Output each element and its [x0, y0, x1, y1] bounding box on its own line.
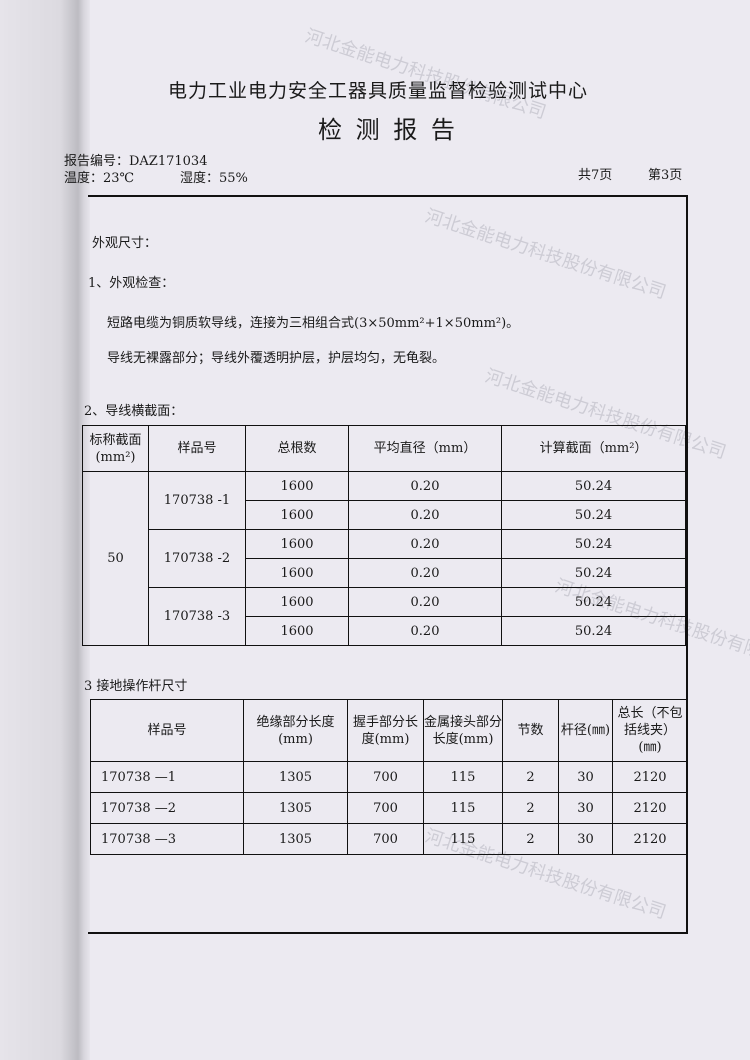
rod-dimension-table: 样品号 绝缘部分长度(mm) 握手部分长度(mm) 金属接头部分长度(mm) 节数 杆径(…	[90, 699, 688, 855]
cell: 115	[423, 761, 503, 793]
institution-name: 电力工业电力安全工器具质量监督检验测试中心	[168, 80, 589, 102]
cell: 1305	[243, 823, 348, 855]
paragraph: 导线无裸露部分；导线外覆透明护层，护层均匀，无龟裂。	[107, 351, 446, 366]
section-heading: 2、导线横截面：	[84, 404, 184, 419]
cross-section-table: 标称截面(mm²) 样品号 总根数 平均直径（mm） 计算截面（mm²） 50 17073…	[82, 425, 686, 646]
header-cell: 样品号	[90, 699, 244, 762]
cell: 170738 —3	[90, 823, 244, 855]
header-cell: 绝缘部分长度(mm)	[243, 699, 348, 762]
cell: 0.20	[348, 471, 502, 501]
temperature: 温度：23℃	[64, 171, 135, 186]
header-cell: 样品号	[148, 425, 246, 472]
cell: 2	[502, 823, 559, 855]
cell: 50.24	[501, 529, 686, 559]
cell: 1600	[245, 587, 349, 617]
cell: 170738 —2	[90, 792, 244, 824]
cell: 30	[558, 823, 613, 855]
header-cell: 平均直径（mm）	[348, 425, 502, 472]
cell: 1600	[245, 616, 349, 646]
cell: 1305	[243, 792, 348, 824]
cell: 170738 —1	[90, 761, 244, 793]
nominal-cell: 50	[82, 471, 149, 646]
header-cell: 标称截面(mm²)	[82, 425, 149, 472]
header-cell: 握手部分长度(mm)	[347, 699, 424, 762]
sample-cell: 170738 -1	[148, 471, 246, 530]
section-heading: 3 接地操作杆尺寸	[84, 679, 188, 694]
cell: 700	[347, 761, 424, 793]
page-title: 检 测 报 告	[318, 116, 458, 144]
paragraph: 短路电缆为铜质软导线，连接为三相组合式(3×50mm²+1×50mm²)。	[107, 316, 520, 331]
cell: 50.24	[501, 471, 686, 501]
section-heading: 外观尺寸：	[92, 236, 158, 251]
watermark: 河北金能电力科技股份有限公司	[302, 25, 549, 124]
header-cell: 节数	[502, 699, 559, 762]
sample-cell: 170738 -3	[148, 587, 246, 646]
cell: 1600	[245, 558, 349, 588]
cell: 2	[502, 761, 559, 793]
cell: 2120	[612, 792, 688, 824]
cell: 50.24	[501, 558, 686, 588]
cell: 0.20	[348, 616, 502, 646]
cell: 1600	[245, 529, 349, 559]
header-cell: 金属接头部分长度(mm)	[423, 699, 503, 762]
header-cell: 总根数	[245, 425, 349, 472]
cell: 0.20	[348, 529, 502, 559]
header-cell: 计算截面（mm²）	[501, 425, 686, 472]
cell: 30	[558, 761, 613, 793]
cell: 700	[347, 792, 424, 824]
cell: 1600	[245, 471, 349, 501]
cell: 115	[423, 823, 503, 855]
cell: 0.20	[348, 558, 502, 588]
cell: 115	[423, 792, 503, 824]
report-number: 报告编号：DAZ171034	[64, 154, 208, 169]
cell: 0.20	[348, 500, 502, 530]
page-number: 第3页	[648, 168, 683, 183]
header-cell: 总长（不包括线夹）(㎜)	[612, 699, 688, 762]
cell: 50.24	[501, 587, 686, 617]
cell: 50.24	[501, 616, 686, 646]
humidity: 湿度：55%	[180, 171, 248, 186]
cell: 30	[558, 792, 613, 824]
section-heading: 1、外观检查：	[88, 276, 175, 291]
total-pages: 共7页	[578, 168, 613, 183]
cell: 2	[502, 792, 559, 824]
cell: 2120	[612, 823, 688, 855]
cell: 1305	[243, 761, 348, 793]
cell: 0.20	[348, 587, 502, 617]
binding-shadow	[0, 0, 90, 1060]
header-cell: 杆径(㎜)	[558, 699, 613, 762]
cell: 50.24	[501, 500, 686, 530]
sample-cell: 170738 -2	[148, 529, 246, 588]
cell: 2120	[612, 761, 688, 793]
cell: 1600	[245, 500, 349, 530]
content-frame	[88, 195, 688, 934]
cell: 700	[347, 823, 424, 855]
